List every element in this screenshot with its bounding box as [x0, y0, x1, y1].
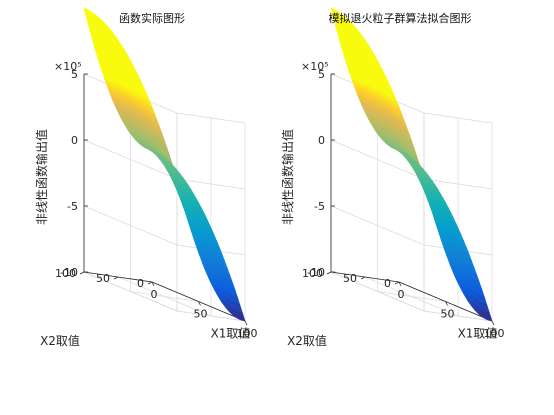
z-tick-label: -10	[307, 266, 325, 279]
x-tick-mark	[198, 301, 201, 306]
x-tick-label: 50	[441, 308, 455, 321]
surface	[330, 7, 493, 322]
surface-patch	[487, 311, 493, 322]
chart-title: 模拟退火粒子群算法拟合图形	[329, 11, 472, 25]
z-tick-label: 0	[71, 134, 78, 147]
x-axis-label: X1取值	[458, 326, 498, 341]
y-axis-label: X2取值	[287, 333, 327, 348]
chart-title: 函数实际图形	[119, 11, 185, 25]
z-tick-label: -5	[67, 200, 78, 213]
z-axis-label: 非线性函数输出值	[34, 129, 49, 225]
x-tick-label: 50	[194, 308, 208, 321]
z-axis-label: 非线性函数输出值	[280, 129, 295, 225]
x-tick-label: 100	[237, 327, 258, 340]
y-tick-label: 50	[96, 272, 110, 285]
x-tick-mark	[151, 281, 155, 287]
y-tick-label: 100	[302, 267, 323, 280]
y-tick-label: 50	[343, 272, 357, 285]
z-exponent-label: ×10⁵	[301, 60, 329, 73]
z-tick-label: 0	[318, 134, 325, 147]
y-tick-mark	[79, 271, 85, 275]
y-tick-mark	[147, 281, 153, 285]
y-tick-label: 0	[137, 277, 144, 290]
x-axis-label: X1取值	[211, 326, 251, 341]
z-tick-label: 5	[318, 68, 325, 81]
y-tick-mark	[113, 276, 119, 280]
z-tick-label: 5	[71, 68, 78, 81]
x-tick-mark	[491, 320, 495, 326]
z-tick-label: -10	[60, 266, 78, 279]
surface	[83, 7, 246, 322]
x-tick-label: 0	[151, 288, 158, 301]
subplot-right: 模拟退火粒子群算法拟合图形×10⁵50-5-10050100050100X1取值…	[280, 7, 505, 348]
z-exponent-label: ×10⁵	[54, 60, 82, 73]
x-tick-mark	[398, 281, 402, 287]
y-tick-mark	[360, 276, 366, 280]
y-tick-mark	[326, 271, 332, 275]
y-tick-mark	[394, 281, 400, 285]
y-tick-label: 0	[384, 277, 391, 290]
surface-patch	[240, 311, 246, 322]
x-tick-label: 100	[484, 327, 505, 340]
x-tick-mark	[445, 301, 448, 306]
subplot-left: 函数实际图形×10⁵50-5-10050100050100X1取值X2取值非线性…	[34, 7, 258, 348]
z-tick-label: -5	[314, 200, 325, 213]
y-tick-label: 100	[55, 267, 76, 280]
y-axis-label: X2取值	[40, 333, 80, 348]
x-tick-label: 0	[398, 288, 405, 301]
x-tick-mark	[244, 320, 248, 326]
